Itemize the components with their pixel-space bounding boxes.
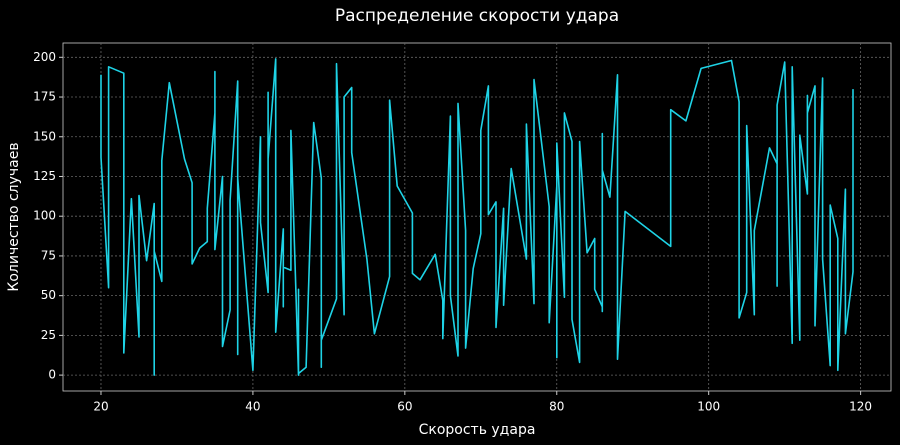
x-axis-label: Скорость удара <box>419 422 536 438</box>
y-axis-label: Количество случаев <box>6 142 22 291</box>
y-tick-label: 100 <box>33 209 56 223</box>
data-line <box>100 58 854 376</box>
x-tick-label: 40 <box>245 400 260 414</box>
y-tick-label: 25 <box>41 328 56 342</box>
y-tick-label: 0 <box>48 368 56 382</box>
y-tick-label: 50 <box>41 288 56 302</box>
x-tick-label: 60 <box>397 400 412 414</box>
plot-frame <box>62 42 892 392</box>
y-tick-label: 150 <box>33 129 56 143</box>
y-tick-label: 175 <box>33 90 56 104</box>
x-tick-label: 100 <box>697 400 720 414</box>
chart-title: Распределение скорости удара <box>335 6 619 26</box>
y-tick-label: 125 <box>33 169 56 183</box>
x-tick-label: 20 <box>93 400 108 414</box>
x-tick-label: 80 <box>549 400 564 414</box>
y-tick-label: 75 <box>41 248 56 262</box>
y-tick-label: 200 <box>33 50 56 64</box>
x-tick-label: 120 <box>849 400 872 414</box>
